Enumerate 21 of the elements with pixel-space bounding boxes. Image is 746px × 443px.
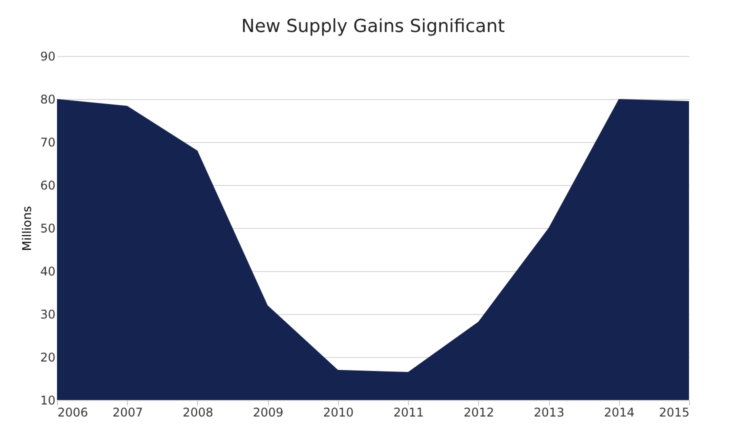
y-tick-label: 10 [40, 394, 56, 408]
x-tick-label: 2006 [58, 406, 88, 420]
y-tick-label: 30 [40, 308, 56, 322]
y-tick-label: 20 [40, 350, 56, 364]
x-tick-label: 2007 [112, 406, 143, 420]
x-tick-label: 2012 [464, 406, 494, 420]
x-tick-label: 2010 [323, 406, 354, 420]
x-tick-label: 2014 [604, 406, 635, 420]
x-tick-label: 2011 [393, 406, 424, 420]
chart-title: New Supply Gains Significant [241, 16, 505, 37]
x-tick-label: 2008 [182, 406, 214, 420]
y-axis-title: Millions [20, 206, 34, 251]
x-tick-label: 2009 [252, 406, 284, 420]
y-tick-label: 50 [40, 222, 56, 236]
y-tick-label: 90 [40, 50, 56, 64]
y-tick-label: 60 [40, 178, 56, 192]
y-tick-label: 40 [40, 264, 56, 278]
y-tick-label: 70 [40, 136, 56, 150]
x-tick-label: 2013 [534, 406, 564, 420]
y-tick-label: 80 [40, 92, 56, 106]
x-tick-label: 2015 [658, 406, 690, 420]
